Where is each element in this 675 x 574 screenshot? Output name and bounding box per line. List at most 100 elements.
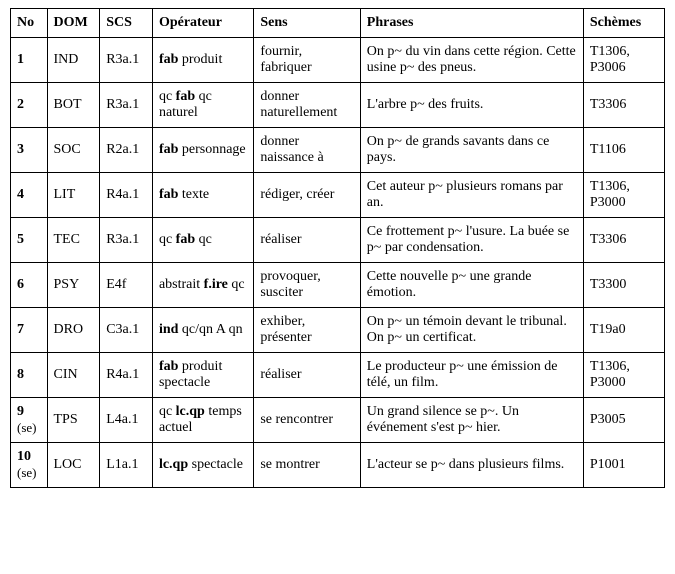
table-row: 9(se)TPSL4a.1qc lc.qp temps actuelse ren… <box>11 398 665 443</box>
cell-operateur: qc fab qc <box>152 218 253 263</box>
cell-schemes: T1306, P3000 <box>583 353 664 398</box>
cell-phrases: On p~ de grands savants dans ce pays. <box>360 128 583 173</box>
col-phr: Phrases <box>360 9 583 38</box>
row-number: 9 <box>17 404 24 419</box>
cell-schemes: T1306, P3006 <box>583 38 664 83</box>
row-number: 4 <box>17 187 24 202</box>
cell-sens: rédiger, créer <box>254 173 360 218</box>
cell-phrases: Un grand silence se p~. Un événement s'e… <box>360 398 583 443</box>
cell-dom: TEC <box>47 218 100 263</box>
cell-operateur: fab produit <box>152 38 253 83</box>
table-row: 2 BOTR3a.1qc fab qc natureldonner naturel… <box>11 83 665 128</box>
cell-operateur: fab texte <box>152 173 253 218</box>
cell-schemes: T1306, P3000 <box>583 173 664 218</box>
row-number: 5 <box>17 232 24 247</box>
table-row: 10(se)LOCL1a.1lc.qp spectaclese montrerL… <box>11 443 665 488</box>
cell-sens: réaliser <box>254 353 360 398</box>
cell-dom: CIN <box>47 353 100 398</box>
cell-phrases: On p~ du vin dans cette région. Cette us… <box>360 38 583 83</box>
cell-phrases: Le producteur p~ une émission de télé, u… <box>360 353 583 398</box>
row-number-sub: (se) <box>17 465 41 481</box>
cell-phrases: On p~ un témoin devant le tribunal. On p… <box>360 308 583 353</box>
table-row: 5 TECR3a.1qc fab qcréaliserCe frottement … <box>11 218 665 263</box>
cell-dom: LOC <box>47 443 100 488</box>
cell-dom: TPS <box>47 398 100 443</box>
dictionary-table: No DOM SCS Opérateur Sens Phrases Schème… <box>10 8 665 488</box>
cell-operateur: lc.qp spectacle <box>152 443 253 488</box>
cell-sens: se rencontrer <box>254 398 360 443</box>
cell-operateur: qc fab qc naturel <box>152 83 253 128</box>
cell-schemes: P3005 <box>583 398 664 443</box>
header-row: No DOM SCS Opérateur Sens Phrases Schème… <box>11 9 665 38</box>
table-row: 3 SOCR2a.1fab personnagedonner naissance … <box>11 128 665 173</box>
cell-schemes: T3300 <box>583 263 664 308</box>
cell-operateur: ind qc/qn A qn <box>152 308 253 353</box>
table-row: 7 DROC3a.1ind qc/qn A qnexhiber, présente… <box>11 308 665 353</box>
cell-no: 3 <box>11 128 48 173</box>
cell-scs: L1a.1 <box>100 443 153 488</box>
cell-scs: R2a.1 <box>100 128 153 173</box>
cell-schemes: T3306 <box>583 83 664 128</box>
cell-no: 1 <box>11 38 48 83</box>
cell-phrases: Cet auteur p~ plusieurs romans par an. <box>360 173 583 218</box>
col-op: Opérateur <box>152 9 253 38</box>
cell-no: 5 <box>11 218 48 263</box>
col-dom: DOM <box>47 9 100 38</box>
cell-operateur: fab personnage <box>152 128 253 173</box>
row-number: 7 <box>17 322 24 337</box>
cell-dom: PSY <box>47 263 100 308</box>
row-number: 8 <box>17 367 24 382</box>
cell-scs: L4a.1 <box>100 398 153 443</box>
cell-schemes: P1001 <box>583 443 664 488</box>
cell-operateur: qc lc.qp temps actuel <box>152 398 253 443</box>
row-number: 3 <box>17 142 24 157</box>
cell-dom: LIT <box>47 173 100 218</box>
row-number: 6 <box>17 277 24 292</box>
cell-sens: exhiber, présenter <box>254 308 360 353</box>
row-number: 10 <box>17 449 31 464</box>
cell-scs: R4a.1 <box>100 353 153 398</box>
row-number-sub: (se) <box>17 420 41 436</box>
cell-dom: SOC <box>47 128 100 173</box>
col-sens: Sens <box>254 9 360 38</box>
cell-operateur: fab produit spectacle <box>152 353 253 398</box>
cell-no: 4 <box>11 173 48 218</box>
cell-scs: C3a.1 <box>100 308 153 353</box>
cell-scs: E4f <box>100 263 153 308</box>
cell-no: 10(se) <box>11 443 48 488</box>
cell-sens: réaliser <box>254 218 360 263</box>
cell-dom: BOT <box>47 83 100 128</box>
cell-no: 7 <box>11 308 48 353</box>
table-row: 8 CINR4a.1fab produit spectacleréaliserLe… <box>11 353 665 398</box>
cell-no: 9(se) <box>11 398 48 443</box>
table-row: 1 INDR3a.1fab produitfournir, fabriquerOn… <box>11 38 665 83</box>
table-row: 6 PSYE4fabstrait f.ire qcprovoquer, susci… <box>11 263 665 308</box>
cell-sens: se montrer <box>254 443 360 488</box>
cell-phrases: Ce frottement p~ l'usure. La buée se p~ … <box>360 218 583 263</box>
cell-sens: fournir, fabriquer <box>254 38 360 83</box>
cell-scs: R3a.1 <box>100 218 153 263</box>
cell-dom: IND <box>47 38 100 83</box>
cell-operateur: abstrait f.ire qc <box>152 263 253 308</box>
cell-phrases: L'arbre p~ des fruits. <box>360 83 583 128</box>
cell-schemes: T3306 <box>583 218 664 263</box>
table-row: 4 LITR4a.1fab texterédiger, créerCet aute… <box>11 173 665 218</box>
cell-no: 8 <box>11 353 48 398</box>
cell-sens: donner naissance à <box>254 128 360 173</box>
cell-phrases: Cette nouvelle p~ une grande émotion. <box>360 263 583 308</box>
row-number: 1 <box>17 52 24 67</box>
cell-sens: donner naturellement <box>254 83 360 128</box>
cell-schemes: T19a0 <box>583 308 664 353</box>
cell-no: 6 <box>11 263 48 308</box>
col-no: No <box>11 9 48 38</box>
cell-dom: DRO <box>47 308 100 353</box>
cell-scs: R4a.1 <box>100 173 153 218</box>
row-number: 2 <box>17 97 24 112</box>
cell-phrases: L'acteur se p~ dans plusieurs films. <box>360 443 583 488</box>
cell-scs: R3a.1 <box>100 38 153 83</box>
cell-schemes: T1106 <box>583 128 664 173</box>
cell-sens: provoquer, susciter <box>254 263 360 308</box>
cell-scs: R3a.1 <box>100 83 153 128</box>
col-scs: SCS <box>100 9 153 38</box>
col-sch: Schèmes <box>583 9 664 38</box>
